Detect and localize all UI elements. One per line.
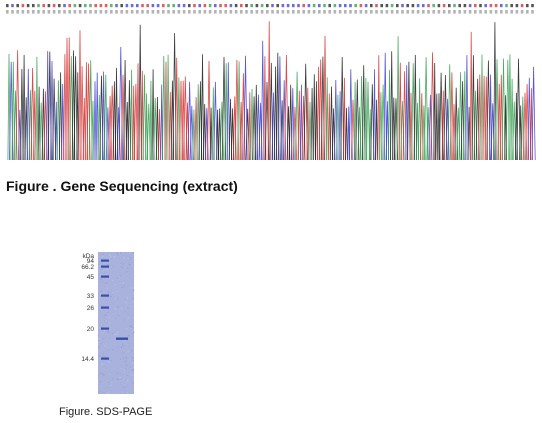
marker-label-66-2: 66.2 — [81, 264, 94, 271]
marker-label-20: 20 — [87, 326, 95, 333]
marker-band-45 — [101, 275, 109, 278]
marker-label-45: 45 — [87, 274, 95, 281]
marker-label-94: 94 — [87, 258, 95, 265]
marker-label-26: 26 — [87, 305, 95, 312]
sds-page-figure-caption: Figure. SDS-PAGE — [59, 406, 153, 418]
gel-texture — [97, 252, 135, 395]
trace-peaks — [7, 21, 536, 161]
marker-label-14-4: 14.4 — [81, 356, 94, 363]
sequencing-chromatogram — [6, 4, 536, 161]
gel-lane — [98, 252, 134, 394]
sds-page-gel: kDa 94 66.2 45 33 26 20 14.4 — [81, 252, 135, 395]
sample-band — [116, 337, 128, 340]
marker-band-94 — [101, 259, 109, 262]
marker-band-14-4 — [101, 357, 109, 360]
sequencing-figure-caption: Figure . Gene Sequencing (extract) — [6, 178, 238, 194]
marker-band-20 — [101, 327, 109, 330]
marker-band-33 — [101, 294, 109, 297]
base-call-strip — [6, 4, 534, 14]
marker-label-33: 33 — [87, 293, 95, 300]
marker-band-26 — [101, 306, 109, 309]
kda-unit-label: kDa — [82, 253, 94, 260]
marker-band-66-2 — [101, 265, 109, 268]
